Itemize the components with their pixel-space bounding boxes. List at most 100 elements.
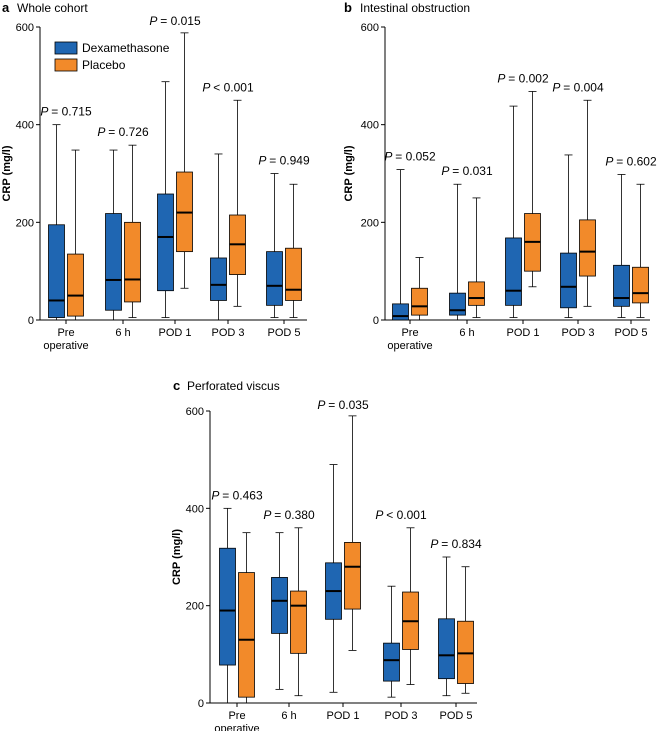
panel-a-p-value: P = 0.949 xyxy=(258,154,310,168)
panel-a-y-tick-label: 600 xyxy=(16,22,34,34)
panel-c-p-value: P = 0.834 xyxy=(430,537,482,551)
panel-a-title: Whole cohort xyxy=(17,1,88,15)
panel-a-x-tick-label: 6 h xyxy=(115,327,130,339)
panel-b-box-iqr xyxy=(449,292,466,316)
panel-b-x-tick-label: POD 3 xyxy=(561,327,594,339)
panel-c-box-dexamethasone xyxy=(438,556,455,697)
panel-a-p-value: P = 0.715 xyxy=(40,105,92,119)
panel-b-x-tick-label: POD 5 xyxy=(614,327,647,339)
panel-b-box-iqr xyxy=(468,281,485,306)
panel-a-box-placebo xyxy=(176,32,193,289)
panel-a-p-value: P < 0.001 xyxy=(202,80,254,94)
panel-a-y-tick-label: 0 xyxy=(28,315,34,327)
panel-c-y-tick-label: 400 xyxy=(186,503,204,515)
panel-b-p-value: P = 0.052 xyxy=(384,150,436,164)
panel-a-x-tick-label: POD 3 xyxy=(211,327,244,339)
panel-a-box-iqr xyxy=(124,221,141,303)
panel-c-perforated-viscus: c Perforated viscus 0 200 400 600 CRP (mg/l)… xyxy=(171,378,482,731)
panel-a-y-axis-label: CRP (mg/l) xyxy=(1,145,13,201)
panel-c-box-iqr xyxy=(383,642,400,682)
panel-a-box-iqr xyxy=(266,251,283,306)
panel-c-box-dexamethasone xyxy=(325,464,342,693)
panel-a-box-placebo xyxy=(285,183,302,318)
panel-b-title: Intestinal obstruction xyxy=(360,1,470,15)
panel-c-box-dexamethasone xyxy=(271,532,288,690)
panel-a-box-dexamethasone xyxy=(210,153,227,321)
panel-c-y-tick-label: 600 xyxy=(186,406,204,418)
panel-b-box-iqr xyxy=(613,264,630,307)
panel-a-box-iqr xyxy=(48,224,65,318)
panel-b-x-tick-label: POD 1 xyxy=(506,327,539,339)
panel-c-y-tick-label: 200 xyxy=(186,601,204,613)
panel-b-box-iqr xyxy=(505,237,522,306)
panel-a-box-dexamethasone xyxy=(266,173,283,318)
panel-b-box-dexamethasone xyxy=(613,174,630,318)
panel-c-box-placebo xyxy=(344,415,361,651)
panel-a-label: a xyxy=(2,0,10,15)
panel-c-box-iqr xyxy=(344,542,361,610)
panel-a-box-dexamethasone xyxy=(157,81,174,318)
panel-a-box-iqr xyxy=(285,247,302,301)
panel-c-y-axis-label: CRP (mg/l) xyxy=(171,529,183,585)
panel-b-label: b xyxy=(344,0,352,15)
panel-a-x-tick-label: POD 5 xyxy=(267,327,300,339)
panel-c-label: c xyxy=(173,378,180,393)
panel-a-p-value: P = 0.015 xyxy=(149,14,201,28)
panel-a-box-dexamethasone xyxy=(48,124,65,321)
panel-b-box-placebo xyxy=(468,197,485,318)
panel-c-x-tick-label: POD 3 xyxy=(384,710,417,722)
panel-a-whole-cohort: a Whole cohort 0 200 400 600 CRP (mg/l) Pre op… xyxy=(1,0,310,352)
panel-c-box-iqr xyxy=(290,590,307,654)
panel-a-box-iqr xyxy=(67,253,84,317)
panel-b-box-placebo xyxy=(411,257,428,321)
panel-c-x-tick-label: Pre operative xyxy=(214,710,259,731)
panel-b-y-tick-label: 0 xyxy=(373,315,379,327)
panel-c-box-dexamethasone xyxy=(219,507,236,704)
panel-c-box-placebo xyxy=(290,527,307,697)
panel-b-x-tick-label: Pre operative xyxy=(387,327,432,352)
panel-b-box-dexamethasone xyxy=(505,105,522,318)
panel-a-box-placebo xyxy=(229,99,246,307)
panel-a-box-placebo xyxy=(67,149,84,321)
panel-b-box-dexamethasone xyxy=(560,154,577,318)
panel-b-p-value: P = 0.031 xyxy=(441,164,493,178)
panel-b-y-axis-label: CRP (mg/l) xyxy=(343,145,355,201)
panel-b-box-placebo xyxy=(632,183,649,318)
panel-b-intestinal-obstruction: b Intestinal obstruction 0 200 400 600 CRP (… xyxy=(343,0,657,352)
panel-a-box-iqr xyxy=(157,193,174,292)
panel-a-x-tick-label: Pre operative xyxy=(43,327,88,352)
panel-a-p-value: P = 0.726 xyxy=(97,125,149,139)
panel-b-box-iqr xyxy=(579,219,596,277)
panel-a-y-tick-label: 400 xyxy=(16,120,34,132)
panel-c-box-placebo xyxy=(457,566,474,694)
panel-b-p-value: P = 0.004 xyxy=(552,80,604,94)
panel-c-p-value: P = 0.463 xyxy=(211,488,263,502)
legend-swatch-dexamethasone xyxy=(54,41,78,55)
panel-c-x-tick-label: POD 1 xyxy=(326,710,359,722)
panel-c-p-value: P = 0.035 xyxy=(317,398,369,412)
panel-c-box-iqr xyxy=(238,572,255,698)
panel-b-y-tick-label: 200 xyxy=(361,217,379,229)
panel-a-box-dexamethasone xyxy=(105,149,122,321)
panel-c-box-iqr xyxy=(271,577,288,634)
panel-c-y-tick-label: 0 xyxy=(198,698,204,710)
panel-c-box-placebo xyxy=(238,532,255,704)
panel-b-box-iqr xyxy=(560,252,577,309)
legend: Dexamethasone Placebo xyxy=(54,41,170,72)
panel-b-box-placebo xyxy=(524,91,541,288)
legend-swatch-placebo xyxy=(54,58,78,72)
legend-label-dexamethasone: Dexamethasone xyxy=(82,41,170,55)
panel-c-x-tick-label: 6 h xyxy=(281,710,296,722)
panel-b-y-tick-label: 600 xyxy=(361,22,379,34)
panel-c-x-tick-label: POD 5 xyxy=(439,710,472,722)
panel-b-y-tick-label: 400 xyxy=(361,120,379,132)
panel-c-box-iqr xyxy=(438,618,455,680)
panel-b-box-iqr xyxy=(392,303,409,321)
panel-b-box-dexamethasone xyxy=(449,183,466,321)
panel-a-y-tick-label: 200 xyxy=(16,217,34,229)
panel-a-box-placebo xyxy=(124,144,141,318)
panel-c-box-iqr xyxy=(219,547,236,666)
panel-a-x-tick-label: POD 1 xyxy=(158,327,191,339)
panel-b-box-placebo xyxy=(579,99,596,307)
